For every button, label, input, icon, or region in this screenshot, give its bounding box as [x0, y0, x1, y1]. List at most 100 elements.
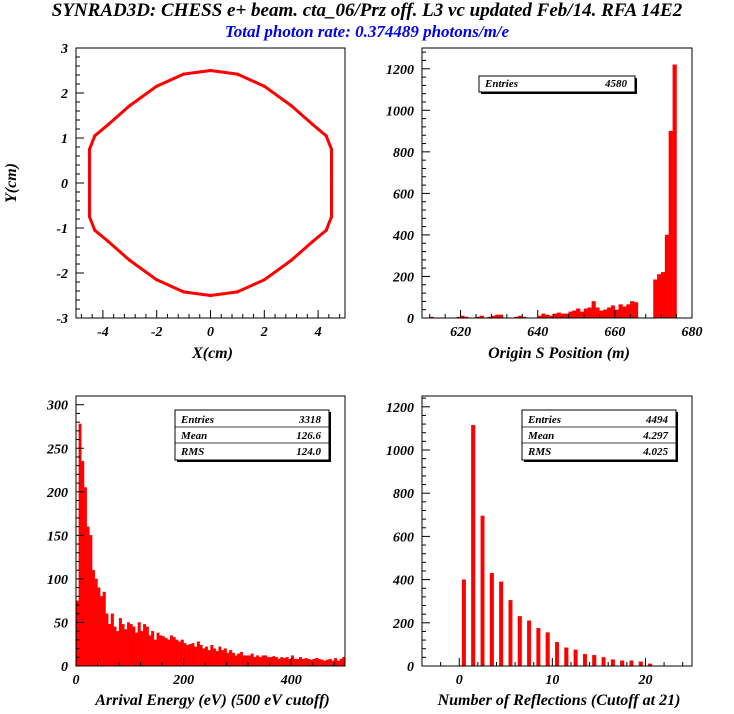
- histogram-bar: [595, 307, 600, 319]
- histogram-bar: [326, 659, 330, 667]
- y-axis-label: Y(cm): [3, 163, 20, 203]
- x-tick-label: 4: [314, 325, 322, 340]
- stats-label: RMS: [527, 446, 551, 458]
- histogram-bar: [256, 655, 260, 667]
- histogram-bar: [153, 639, 157, 667]
- histogram-bar: [296, 658, 300, 667]
- histogram-bar: [148, 635, 152, 667]
- histogram-bar: [86, 526, 90, 667]
- y-tick-label: 400: [392, 229, 414, 244]
- histogram-bar: [587, 307, 592, 319]
- beam-profile-trace: [88, 69, 333, 297]
- data-point: [106, 122, 110, 127]
- histogram-bar: [299, 657, 303, 667]
- y-tick-label: -1: [56, 222, 68, 237]
- x-tick-label: 660: [604, 325, 625, 340]
- y-tick-label: 0: [407, 660, 414, 675]
- y-tick-label: 1000: [386, 104, 414, 119]
- y-tick-label: 200: [392, 270, 414, 285]
- data-point: [289, 104, 293, 108]
- histogram-bar: [124, 629, 128, 667]
- histogram-bar: [471, 425, 476, 667]
- histogram-bar: [527, 620, 532, 667]
- plot-frame: [75, 395, 346, 667]
- y-tick-label: 400: [392, 574, 414, 589]
- histogram-bar: [560, 313, 565, 319]
- histogram-bar: [622, 306, 627, 319]
- data-point: [311, 239, 315, 244]
- histogram-bar: [264, 655, 268, 667]
- histogram-bar: [218, 646, 222, 667]
- histogram-bar: [304, 658, 308, 667]
- data-point: [106, 239, 110, 244]
- histogram-bar: [499, 581, 504, 667]
- stats-label: Mean: [180, 430, 207, 442]
- histogram-bar: [572, 310, 577, 319]
- x-tick-label: 680: [682, 325, 703, 340]
- histogram-bar: [272, 656, 276, 667]
- data-point: [262, 278, 266, 282]
- histogram-bar: [320, 659, 324, 667]
- histogram-bar: [261, 655, 265, 667]
- histogram-bar: [83, 487, 87, 667]
- x-tick-label: 10: [545, 673, 559, 688]
- y-tick-label: 1: [61, 132, 68, 147]
- y-tick-label: 100: [47, 573, 68, 588]
- x-tick-label: 0: [456, 673, 463, 688]
- y-tick-label: 0: [61, 177, 68, 192]
- histogram-bar: [188, 644, 192, 667]
- histogram-bar: [668, 130, 673, 319]
- histogram-bar: [151, 631, 155, 667]
- x-tick-label: -2: [151, 325, 163, 340]
- data-point: [235, 290, 239, 294]
- histogram-bar: [140, 631, 144, 667]
- histogram-bar: [277, 658, 281, 667]
- y-tick-label: 1000: [386, 444, 414, 459]
- histogram-bar: [100, 596, 104, 667]
- xy-scatter-panel: -4 -2 0 2 4 -3 -2 -1 0 1 2 3 X(cm) Y(cm): [3, 42, 346, 362]
- histogram-bar: [191, 643, 195, 667]
- histogram-bar: [221, 650, 225, 667]
- histogram-bar: [664, 234, 670, 319]
- y-tick-label: 200: [392, 617, 414, 632]
- histogram-bar: [307, 658, 311, 667]
- y-tick-label: 300: [46, 399, 68, 414]
- data-point: [329, 147, 334, 151]
- data-point: [155, 278, 159, 282]
- x-tick-label: 200: [172, 673, 194, 688]
- histogram-bar: [579, 311, 585, 319]
- origin-s-panel: 620 640 660 680 0 200 400 600 800 1000 1200 Origin …: [386, 47, 703, 362]
- histogram-bar: [194, 646, 198, 667]
- histogram-bar: [328, 658, 332, 667]
- data-point: [87, 147, 92, 151]
- data-point: [329, 181, 334, 185]
- data-point: [262, 84, 266, 88]
- histogram-bar: [603, 309, 608, 319]
- histogram-bar: [629, 660, 634, 667]
- histogram-bar: [145, 626, 149, 667]
- histogram-bar: [105, 613, 109, 667]
- histogram-bar: [606, 307, 612, 319]
- x-tick-label: -4: [97, 325, 109, 340]
- histogram-bar: [336, 660, 340, 667]
- histogram-bar: [231, 652, 235, 667]
- data-point: [324, 134, 328, 138]
- data-point: [155, 84, 159, 88]
- data-point: [93, 228, 97, 232]
- y-tick-label: 800: [393, 487, 414, 502]
- histogram-bar: [169, 635, 173, 667]
- stats-box: Entries 3318 Mean 126.6 RMS 124.0: [174, 409, 331, 462]
- histogram-bar: [258, 657, 262, 667]
- histogram-bar: [196, 641, 200, 667]
- histogram-bar: [143, 624, 147, 667]
- histogram-bar: [121, 624, 125, 667]
- histogram-bar: [573, 649, 578, 667]
- y-tick-label: 2: [60, 87, 68, 102]
- histogram-bar: [633, 302, 639, 319]
- histogram-bar: [102, 591, 106, 667]
- histogram-bar: [250, 653, 254, 667]
- histogram-bar: [175, 639, 179, 667]
- histogram-bar: [161, 636, 165, 667]
- plot-frame: [421, 395, 693, 667]
